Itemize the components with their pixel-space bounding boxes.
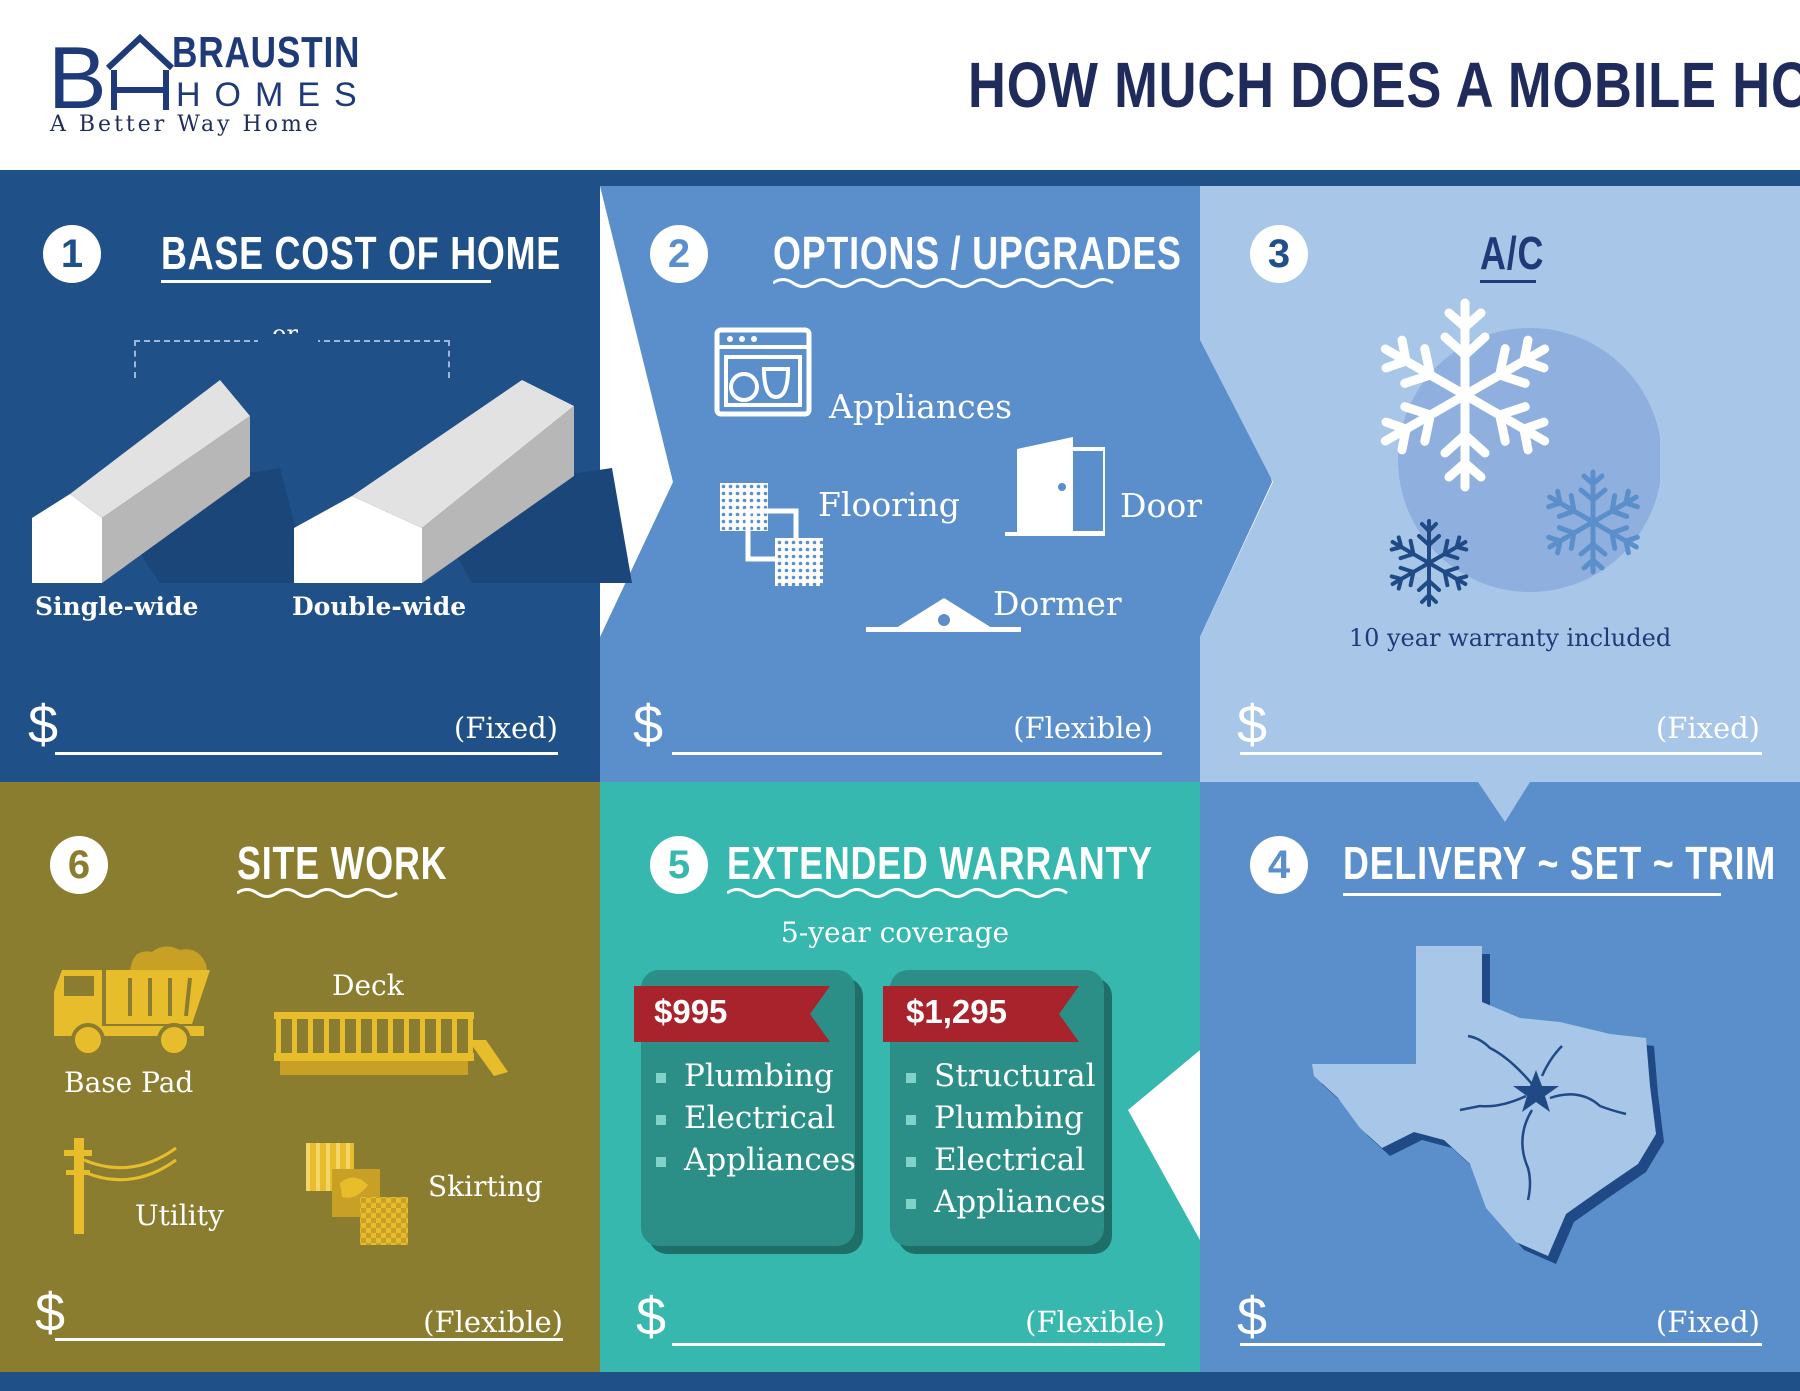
dormer-label: Dormer — [993, 584, 1122, 623]
utility-label: Utility — [135, 1199, 224, 1232]
title-underline — [161, 280, 491, 283]
flooring-tiles-icon — [720, 483, 823, 586]
step-number-6: 6 — [50, 836, 108, 894]
texas-map-icon — [1312, 946, 1664, 1264]
section-title-options: OPTIONS / UPGRADES — [773, 227, 1182, 279]
section-title-site-work: SITE WORK — [237, 837, 448, 889]
section-title-ac: A/C — [1480, 227, 1545, 279]
cost-type-fixed: (Fixed) — [1655, 1305, 1760, 1339]
deck-icon — [274, 1012, 508, 1076]
double-wide-label: Double-wide — [292, 592, 467, 621]
cost-line — [55, 1338, 563, 1341]
dump-truck-icon — [54, 946, 210, 1057]
wavy-underline — [727, 888, 1068, 898]
section-title-base-cost: BASE COST OF HOME — [161, 227, 561, 279]
title-underline — [1343, 893, 1721, 896]
coverage-item: Plumbing — [656, 1058, 834, 1094]
cost-line — [1240, 752, 1762, 755]
svg-text:B: B — [48, 30, 103, 112]
header: B BRAUSTIN HOMES A Better Way Home HOW M… — [0, 0, 1800, 170]
price-ribbon — [883, 986, 1079, 1042]
currency-symbol: $ — [633, 695, 664, 755]
or-bracket — [134, 340, 450, 378]
step-number-1: 1 — [43, 225, 101, 283]
currency-symbol: $ — [35, 1283, 66, 1343]
snowflake-icon-medium — [1537, 469, 1649, 578]
wavy-underline — [773, 278, 1114, 288]
single-wide-home-icon — [32, 380, 310, 583]
cost-type-flexible: (Flexible) — [423, 1305, 563, 1339]
currency-symbol: $ — [1237, 1287, 1268, 1347]
double-wide-home-icon — [294, 380, 632, 583]
cost-type-flexible: (Flexible) — [1025, 1305, 1165, 1339]
currency-symbol: $ — [28, 695, 59, 755]
page-title: HOW MUCH DOES A MOBILE HOME COST? — [968, 49, 1800, 121]
step-number-4: 4 — [1250, 836, 1308, 894]
skirting-label: Skirting — [428, 1170, 543, 1203]
warranty-subtitle: 5-year coverage — [780, 916, 1010, 949]
skirting-icon — [306, 1143, 408, 1245]
section-title-delivery: DELIVERY ~ SET ~ TRIM — [1343, 837, 1777, 889]
bottom-band — [0, 1372, 1800, 1391]
base-pad-label: Base Pad — [64, 1066, 194, 1099]
warranty-price: $995 — [654, 993, 728, 1030]
cost-line — [672, 1343, 1165, 1346]
cost-type-fixed: (Fixed) — [1655, 711, 1760, 745]
cost-line — [55, 752, 558, 755]
step-number-5: 5 — [650, 836, 708, 894]
wavy-underline — [237, 888, 398, 898]
door-icon — [1005, 437, 1105, 536]
cost-type-flexible: (Flexible) — [1013, 711, 1153, 745]
door-label: Door — [1120, 486, 1202, 525]
appliances-label: Appliances — [829, 387, 1013, 426]
cost-line — [1240, 1343, 1762, 1346]
brand-tagline: A Better Way Home — [50, 112, 321, 137]
title-underline — [1480, 280, 1536, 283]
single-wide-label: Single-wide — [35, 592, 199, 621]
deck-label: Deck — [332, 969, 404, 1002]
brand-subname: HOMES — [176, 76, 371, 114]
price-ribbon — [634, 986, 830, 1042]
coverage-item: Plumbing — [906, 1100, 1084, 1136]
utility-pole-icon — [64, 1138, 177, 1234]
coverage-item: Appliances — [906, 1184, 1106, 1220]
flooring-label: Flooring — [818, 485, 960, 524]
step-number-3: 3 — [1250, 225, 1308, 283]
currency-symbol: $ — [1237, 695, 1268, 755]
currency-symbol: $ — [636, 1287, 667, 1347]
coverage-item: Appliances — [656, 1142, 856, 1178]
step-number-2: 2 — [650, 225, 708, 283]
snowflake-icon-small — [1385, 519, 1473, 607]
cost-line — [672, 752, 1162, 755]
dormer-icon — [866, 598, 1021, 632]
cost-type-fixed: (Fixed) — [453, 711, 558, 745]
dishwasher-icon — [714, 327, 812, 417]
brand-name: BRAUSTIN — [172, 28, 361, 77]
coverage-item: Electrical — [906, 1142, 1085, 1178]
coverage-item: Structural — [906, 1058, 1095, 1094]
coverage-item: Electrical — [656, 1100, 835, 1136]
warranty-price: $1,295 — [906, 993, 1007, 1030]
section-title-warranty: EXTENDED WARRANTY — [727, 837, 1153, 889]
braustin-logo-mark: B — [48, 30, 175, 112]
ac-warranty-note: 10 year warranty included — [1348, 624, 1672, 652]
or-bracket-gap — [258, 334, 318, 344]
